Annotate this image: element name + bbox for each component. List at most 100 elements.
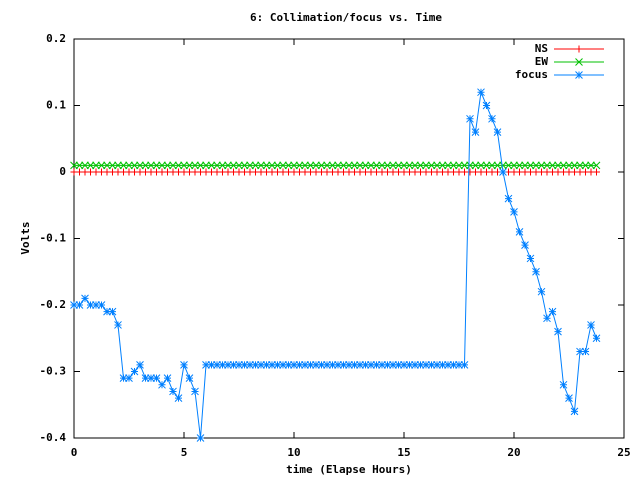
data-point xyxy=(537,161,546,170)
data-point xyxy=(548,307,557,316)
data-point xyxy=(125,374,133,383)
data-point xyxy=(158,161,166,170)
data-point xyxy=(103,307,111,316)
data-point xyxy=(290,161,298,170)
data-point xyxy=(405,161,414,170)
data-point xyxy=(367,161,375,170)
data-point xyxy=(477,88,485,97)
data-point xyxy=(108,307,117,316)
data-point xyxy=(565,161,573,170)
y-tick-label: -0.1 xyxy=(40,232,67,245)
data-point xyxy=(97,161,106,170)
data-point xyxy=(163,161,172,170)
data-point xyxy=(224,360,232,369)
data-point xyxy=(246,360,254,369)
data-point xyxy=(284,360,293,369)
x-tick-label: 0 xyxy=(71,446,78,459)
data-point xyxy=(405,360,414,369)
data-point xyxy=(169,161,177,170)
data-point xyxy=(317,161,326,170)
data-point xyxy=(400,161,408,170)
data-point xyxy=(471,128,480,136)
data-point xyxy=(521,241,529,250)
data-point xyxy=(482,161,491,170)
data-point xyxy=(526,161,535,170)
data-point xyxy=(207,161,216,170)
data-point xyxy=(213,161,221,170)
data-point xyxy=(202,161,210,170)
data-point xyxy=(471,161,480,170)
data-point xyxy=(350,360,359,369)
data-point xyxy=(180,161,188,170)
data-point xyxy=(488,114,496,123)
data-point xyxy=(317,360,326,369)
data-point xyxy=(81,161,89,170)
data-point xyxy=(526,254,535,263)
data-point xyxy=(218,161,227,170)
x-tick-label: 5 xyxy=(181,446,188,459)
data-point xyxy=(174,394,183,402)
data-point xyxy=(477,161,485,170)
data-point xyxy=(262,360,271,369)
x-tick-label: 25 xyxy=(617,446,630,459)
legend-marker xyxy=(575,71,583,79)
data-point xyxy=(295,360,304,369)
y-tick-label: -0.4 xyxy=(40,431,67,444)
data-point xyxy=(251,161,260,170)
data-point xyxy=(75,161,84,170)
data-point xyxy=(257,161,265,170)
data-point xyxy=(345,161,353,170)
data-point xyxy=(196,161,205,170)
data-point xyxy=(207,360,216,369)
x-tick-label: 15 xyxy=(397,446,410,459)
legend-label: NS xyxy=(535,42,548,55)
data-point xyxy=(235,161,243,170)
data-point xyxy=(394,161,403,170)
x-tick-label: 10 xyxy=(287,446,300,459)
y-axis-label: Volts xyxy=(19,221,32,254)
data-point xyxy=(75,301,84,309)
y-tick-label: 0.1 xyxy=(46,99,66,112)
data-point xyxy=(279,360,287,369)
data-point xyxy=(361,161,370,170)
data-point xyxy=(268,360,276,369)
data-point xyxy=(273,161,282,170)
data-point xyxy=(559,380,568,389)
data-point xyxy=(136,161,144,170)
data-point xyxy=(295,161,304,170)
data-point xyxy=(543,314,551,323)
data-point xyxy=(97,301,106,309)
data-point xyxy=(130,161,139,170)
data-point xyxy=(86,301,95,309)
data-point xyxy=(488,161,496,170)
data-point xyxy=(559,161,568,170)
data-point xyxy=(229,161,238,170)
data-point xyxy=(389,161,397,170)
data-point xyxy=(422,360,430,369)
data-point xyxy=(521,161,529,170)
data-point xyxy=(345,360,353,369)
data-point xyxy=(136,360,144,369)
data-point xyxy=(378,360,386,369)
data-point xyxy=(306,360,315,369)
data-point xyxy=(537,287,546,296)
data-point xyxy=(444,360,452,369)
data-point xyxy=(92,301,100,309)
data-point xyxy=(444,161,452,170)
legend-marker xyxy=(575,45,583,53)
data-point xyxy=(389,360,397,369)
data-point xyxy=(152,374,161,383)
data-point xyxy=(350,161,359,170)
data-point xyxy=(180,360,188,369)
data-point xyxy=(251,360,260,369)
data-point xyxy=(114,161,122,170)
data-point xyxy=(152,161,161,170)
data-point xyxy=(466,161,474,170)
data-point xyxy=(433,360,441,369)
data-point xyxy=(554,327,562,336)
data-point xyxy=(262,161,271,170)
data-point xyxy=(191,161,199,170)
data-point xyxy=(460,161,469,170)
legend-label: EW xyxy=(535,55,549,68)
